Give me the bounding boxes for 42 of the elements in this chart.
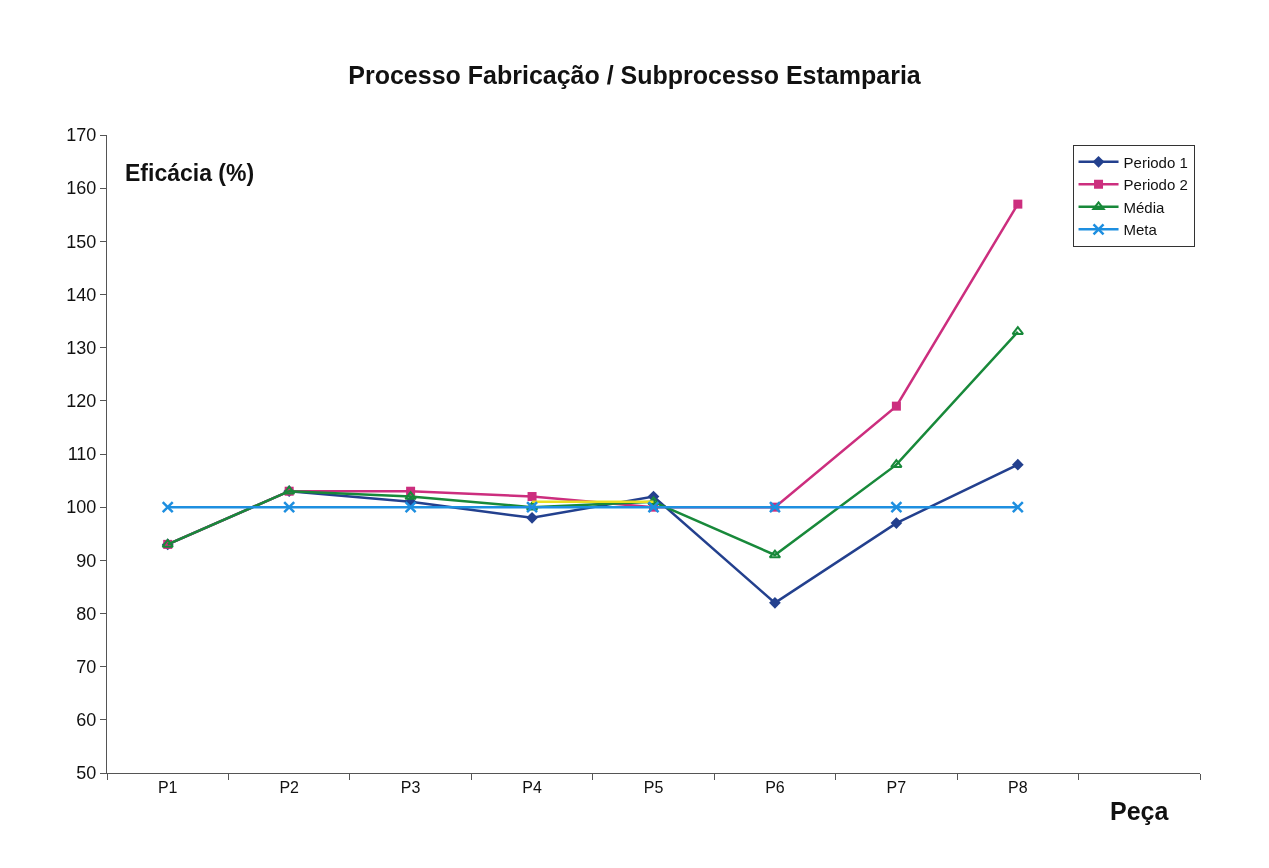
y-tick-label: 110 bbox=[67, 444, 97, 465]
point bbox=[282, 500, 296, 514]
y-axis-title: Eficácia (%) bbox=[125, 160, 255, 186]
y-tick-label: 160 bbox=[66, 178, 97, 199]
x-axis-title: Peça bbox=[1110, 797, 1170, 825]
x-tick-label: P6 bbox=[765, 779, 785, 797]
y-tick-label: 120 bbox=[66, 391, 97, 412]
y-tick-label: 100 bbox=[66, 497, 97, 518]
legend-label: Periodo 2 bbox=[1123, 176, 1188, 194]
point bbox=[526, 511, 538, 524]
y-tick-label: 70 bbox=[76, 656, 97, 677]
point bbox=[890, 500, 903, 514]
point bbox=[1011, 500, 1025, 514]
y-tick-label: 140 bbox=[66, 284, 97, 305]
legend-label: Média bbox=[1123, 198, 1166, 216]
point bbox=[768, 549, 782, 559]
y-tick-label: 170 bbox=[66, 125, 97, 146]
x-tick-label: P2 bbox=[279, 779, 300, 797]
x-tick-label: P4 bbox=[522, 779, 542, 797]
x-tick-label: P1 bbox=[157, 779, 178, 797]
point bbox=[1011, 458, 1024, 471]
point bbox=[890, 517, 903, 529]
y-tick-label: 130 bbox=[66, 337, 97, 358]
legend-label: Periodo 1 bbox=[1123, 153, 1188, 171]
y-tick-label: 80 bbox=[76, 603, 97, 624]
chart-title: Processo Fabricação / Subprocesso Estamparia bbox=[348, 60, 922, 89]
point bbox=[769, 597, 781, 609]
x-tick-label: P3 bbox=[400, 779, 421, 797]
y-tick-label: 150 bbox=[66, 231, 97, 252]
y-tick-label: 90 bbox=[76, 550, 97, 571]
y-tick-label: 50 bbox=[76, 763, 97, 784]
point bbox=[1013, 199, 1023, 209]
point bbox=[161, 500, 174, 514]
point bbox=[647, 496, 660, 506]
point bbox=[891, 401, 901, 411]
legend-label: Meta bbox=[1123, 221, 1158, 239]
point bbox=[527, 492, 537, 502]
x-tick-label: P7 bbox=[886, 779, 907, 797]
x-tick-label: P8 bbox=[1008, 779, 1028, 797]
y-tick-label: 60 bbox=[76, 710, 97, 731]
point bbox=[404, 500, 417, 514]
x-tick-label: P5 bbox=[643, 779, 664, 797]
